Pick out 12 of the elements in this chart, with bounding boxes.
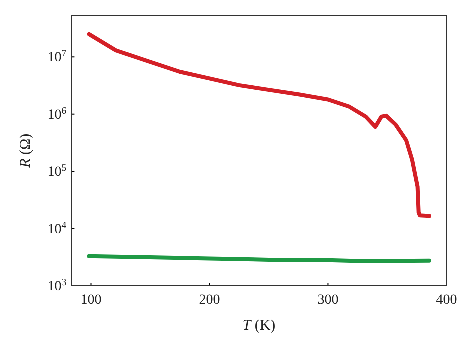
line-series bbox=[87, 32, 432, 218]
x-tick-label: 200 bbox=[199, 292, 220, 308]
y-tick-label: 10$^{7}$ bbox=[48, 48, 67, 66]
y-tick-label: 10$^{6}$ bbox=[48, 105, 67, 123]
y-axis-title: R (Ω) bbox=[18, 134, 34, 169]
y-tick-label: 10$^{5}$ bbox=[48, 162, 67, 180]
y-tick-label: 10$^{4}$ bbox=[48, 220, 67, 238]
x-axis-title: T (K) bbox=[242, 318, 276, 334]
x-tick-label: 400 bbox=[436, 292, 458, 308]
y-tick-label: 10$^{3}$ bbox=[48, 276, 67, 294]
x-tick-label: 300 bbox=[318, 292, 339, 308]
x-tick-label: 100 bbox=[80, 292, 102, 308]
